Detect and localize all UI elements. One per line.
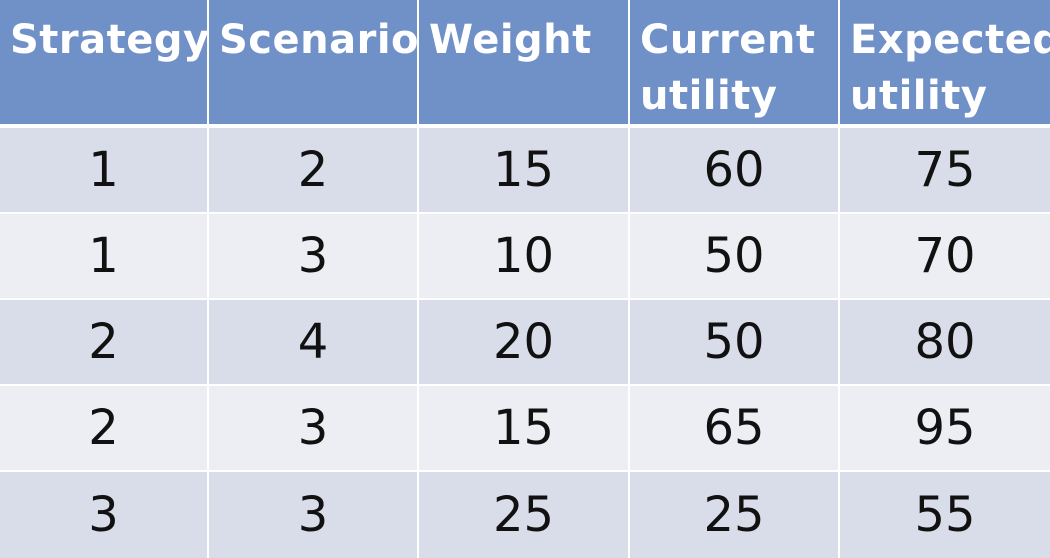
cell-weight: 20 bbox=[419, 300, 630, 386]
cell-weight: 25 bbox=[419, 472, 630, 558]
cell-strategy: 1 bbox=[0, 214, 209, 300]
cell-weight: 10 bbox=[419, 214, 630, 300]
cell-current-utility: 60 bbox=[630, 128, 840, 214]
cell-scenario: 3 bbox=[209, 386, 419, 472]
cell-scenario: 3 bbox=[209, 214, 419, 300]
cell-expected-utility: 75 bbox=[840, 128, 1050, 214]
cell-scenario: 3 bbox=[209, 472, 419, 558]
table-row: 2 3 15 65 95 bbox=[0, 386, 1050, 472]
table-row: 2 4 20 50 80 bbox=[0, 300, 1050, 386]
header-scenario: Scenario bbox=[209, 0, 419, 128]
cell-strategy: 3 bbox=[0, 472, 209, 558]
cell-scenario: 2 bbox=[209, 128, 419, 214]
header-expected-utility: Expected utility bbox=[840, 0, 1050, 128]
header-weight: Weight bbox=[419, 0, 630, 128]
cell-expected-utility: 55 bbox=[840, 472, 1050, 558]
cell-expected-utility: 80 bbox=[840, 300, 1050, 386]
cell-scenario: 4 bbox=[209, 300, 419, 386]
cell-current-utility: 50 bbox=[630, 300, 840, 386]
cell-weight: 15 bbox=[419, 386, 630, 472]
header-strategy: Strategy bbox=[0, 0, 209, 128]
table-row: 1 3 10 50 70 bbox=[0, 214, 1050, 300]
cell-current-utility: 65 bbox=[630, 386, 840, 472]
cell-current-utility: 50 bbox=[630, 214, 840, 300]
cell-current-utility: 25 bbox=[630, 472, 840, 558]
cell-strategy: 1 bbox=[0, 128, 209, 214]
table-row: 1 2 15 60 75 bbox=[0, 128, 1050, 214]
cell-weight: 15 bbox=[419, 128, 630, 214]
cell-expected-utility: 70 bbox=[840, 214, 1050, 300]
header-current-utility: Current utility bbox=[630, 0, 840, 128]
cell-strategy: 2 bbox=[0, 300, 209, 386]
cell-expected-utility: 95 bbox=[840, 386, 1050, 472]
header-row: Strategy Scenario Weight Current utility… bbox=[0, 0, 1050, 128]
table-row: 3 3 25 25 55 bbox=[0, 472, 1050, 558]
cell-strategy: 2 bbox=[0, 386, 209, 472]
